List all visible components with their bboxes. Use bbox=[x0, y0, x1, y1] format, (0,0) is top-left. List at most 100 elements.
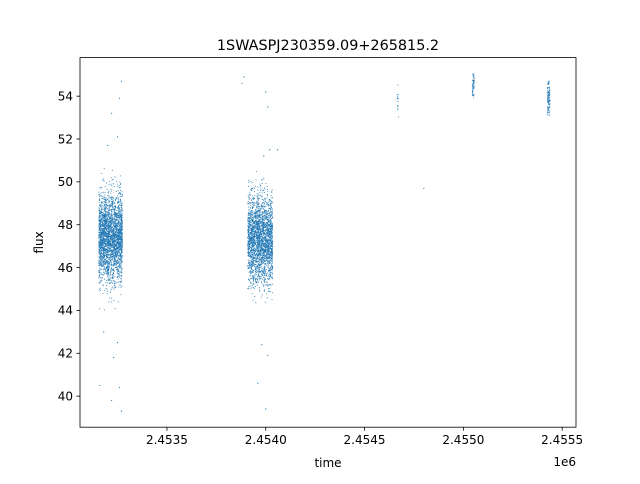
data-point bbox=[98, 248, 100, 250]
data-point bbox=[271, 256, 273, 258]
data-point bbox=[119, 267, 121, 269]
data-point bbox=[118, 263, 120, 265]
data-point bbox=[250, 212, 252, 214]
data-point bbox=[100, 219, 102, 221]
data-point bbox=[99, 290, 101, 292]
data-point bbox=[271, 252, 273, 254]
data-point bbox=[110, 267, 112, 269]
data-point bbox=[98, 245, 100, 247]
data-point bbox=[251, 260, 253, 262]
data-point bbox=[120, 254, 122, 256]
data-point bbox=[271, 254, 273, 256]
data-point bbox=[269, 217, 271, 219]
data-point bbox=[264, 272, 266, 274]
data-point bbox=[260, 216, 262, 218]
data-point bbox=[104, 198, 106, 200]
data-point bbox=[101, 213, 104, 216]
data-point bbox=[253, 237, 255, 239]
data-point bbox=[109, 245, 111, 247]
data-point bbox=[271, 201, 273, 203]
data-point bbox=[261, 251, 263, 253]
data-point bbox=[99, 248, 101, 250]
data-point bbox=[249, 255, 251, 257]
data-point bbox=[271, 226, 273, 228]
data-point bbox=[254, 185, 256, 187]
data-point bbox=[258, 239, 261, 241]
data-point bbox=[117, 199, 119, 201]
data-point bbox=[108, 204, 110, 207]
data-point bbox=[101, 245, 103, 247]
data-point bbox=[109, 260, 111, 262]
data-point bbox=[265, 235, 267, 237]
data-point bbox=[251, 262, 253, 264]
data-point bbox=[114, 239, 116, 241]
data-point bbox=[266, 272, 268, 274]
data-point bbox=[248, 288, 250, 290]
data-point bbox=[258, 250, 260, 252]
data-point bbox=[262, 255, 264, 258]
data-point bbox=[252, 234, 254, 236]
data-point bbox=[103, 202, 105, 204]
data-point bbox=[118, 265, 120, 267]
data-point bbox=[261, 253, 263, 255]
data-point bbox=[121, 210, 123, 212]
data-point bbox=[107, 231, 109, 233]
data-point bbox=[247, 251, 249, 253]
data-point bbox=[102, 211, 104, 213]
data-point bbox=[272, 232, 274, 234]
data-point bbox=[103, 252, 105, 255]
data-point bbox=[252, 238, 254, 240]
data-point bbox=[269, 284, 271, 286]
data-point bbox=[111, 217, 114, 219]
data-point bbox=[258, 209, 260, 211]
data-point bbox=[114, 286, 116, 288]
data-point bbox=[119, 211, 121, 213]
data-point bbox=[105, 200, 107, 202]
data-point bbox=[250, 242, 252, 244]
data-point bbox=[115, 190, 117, 192]
data-point bbox=[102, 251, 104, 253]
data-point bbox=[104, 199, 107, 201]
data-point bbox=[106, 265, 108, 267]
data-point bbox=[263, 256, 266, 258]
data-point bbox=[269, 237, 271, 239]
data-point bbox=[249, 278, 252, 280]
data-point bbox=[120, 202, 122, 204]
data-point bbox=[264, 263, 266, 265]
data-point bbox=[117, 265, 119, 267]
data-point bbox=[104, 259, 106, 261]
data-point bbox=[119, 237, 121, 239]
data-point bbox=[252, 211, 254, 213]
data-point bbox=[120, 238, 122, 240]
data-point bbox=[105, 270, 107, 272]
data-point bbox=[105, 279, 107, 281]
data-point bbox=[263, 205, 265, 207]
data-point bbox=[267, 258, 269, 260]
data-point bbox=[250, 236, 252, 238]
data-point bbox=[263, 244, 265, 246]
data-point bbox=[98, 260, 100, 262]
data-point bbox=[116, 212, 118, 214]
data-point bbox=[257, 276, 259, 278]
data-point bbox=[113, 209, 115, 211]
data-point bbox=[108, 267, 110, 269]
data-point bbox=[247, 259, 249, 261]
data-point bbox=[251, 211, 253, 213]
data-point bbox=[261, 236, 263, 238]
data-point bbox=[271, 237, 273, 240]
data-point bbox=[269, 274, 271, 276]
data-point bbox=[107, 237, 109, 239]
data-point bbox=[102, 243, 104, 245]
data-point bbox=[256, 249, 258, 251]
data-point bbox=[256, 267, 258, 269]
data-point bbox=[121, 217, 123, 219]
data-point bbox=[248, 280, 250, 282]
data-point bbox=[256, 211, 258, 213]
data-point bbox=[108, 219, 110, 221]
data-point bbox=[270, 194, 272, 196]
data-point bbox=[101, 213, 103, 215]
data-point bbox=[106, 230, 108, 232]
data-point bbox=[268, 256, 270, 258]
data-point bbox=[250, 234, 252, 236]
data-point bbox=[269, 251, 271, 253]
